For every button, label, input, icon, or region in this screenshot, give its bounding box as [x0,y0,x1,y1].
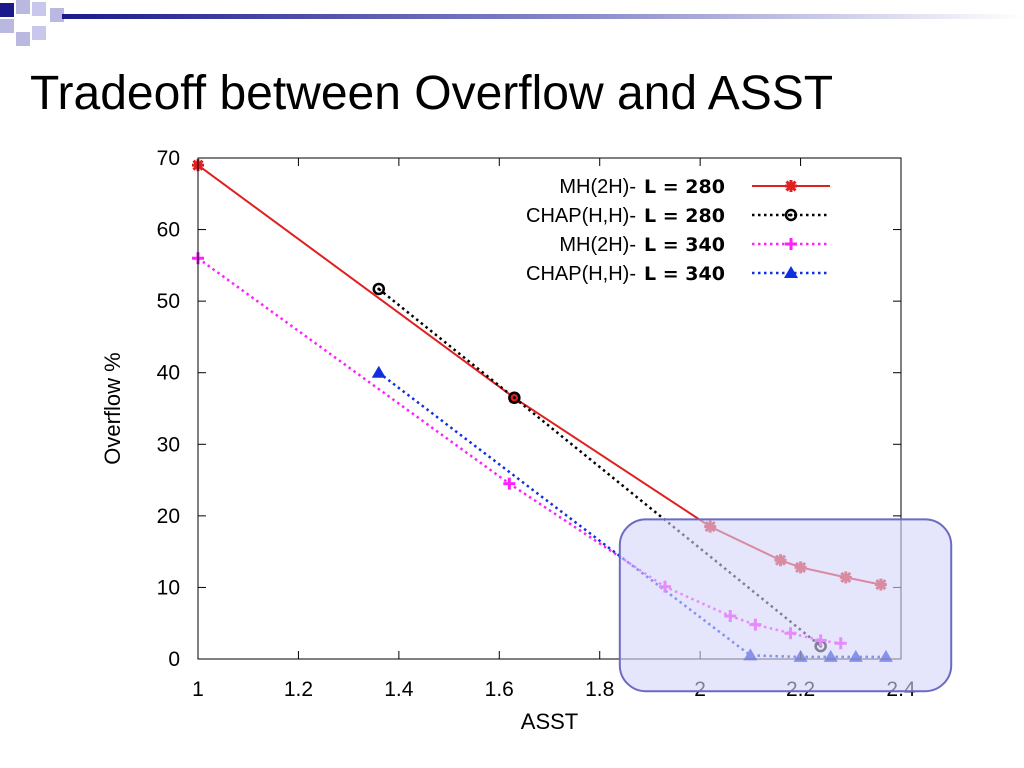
decor-square-dark [0,3,14,17]
series-1-point [508,391,521,405]
legend-series-label: L = 340 [644,234,725,256]
y-tick-label: 0 [168,648,180,671]
x-tick-label: 1.4 [384,678,414,701]
legend-series-name: MH(2H)- [559,234,636,256]
y-tick-label: 50 [157,290,180,313]
x-tick-label: 1.6 [485,678,514,701]
slide-decoration [0,0,1024,46]
slide-title: Tradeoff between Overflow and ASST [30,67,834,120]
legend-marker-3 [784,266,798,278]
legend-marker-0 [785,180,797,192]
y-axis-title: Overflow % [100,352,125,464]
legend-series-label: L = 280 [644,176,725,198]
legend-marker-2 [785,238,797,250]
y-tick-label: 10 [157,576,180,599]
decor-square-light [32,2,46,16]
decor-square-light [16,0,30,14]
decor-square-light [0,19,14,33]
legend-series-name: MH(2H)- [559,176,636,198]
decor-square-light [50,8,64,22]
legend-marker-1 [784,208,798,222]
series-2-point [503,477,516,490]
decor-square-light [32,26,46,40]
y-tick-label: 60 [157,219,180,242]
y-tick-label: 40 [157,362,180,385]
x-tick-label: 1 [192,678,204,701]
x-tick-label: 1.8 [585,678,614,701]
y-tick-label: 70 [157,147,180,170]
x-tick-label: 1.2 [284,678,313,701]
legend-series-label: L = 340 [644,263,725,285]
decor-square-light [16,32,30,46]
series-1-point [372,282,386,296]
x-axis-title: ASST [521,709,578,734]
series-3-point [371,365,386,378]
decor-bar [62,14,1024,19]
plot-frame [197,157,902,660]
y-tick-label: 30 [157,433,180,456]
legend-series-label: L = 280 [644,205,725,227]
y-tick-label: 20 [157,505,180,528]
legend-series-name: CHAP(H,H)- [526,263,636,285]
legend-series-name: CHAP(H,H)- [526,205,636,227]
highlight-region [618,518,953,693]
